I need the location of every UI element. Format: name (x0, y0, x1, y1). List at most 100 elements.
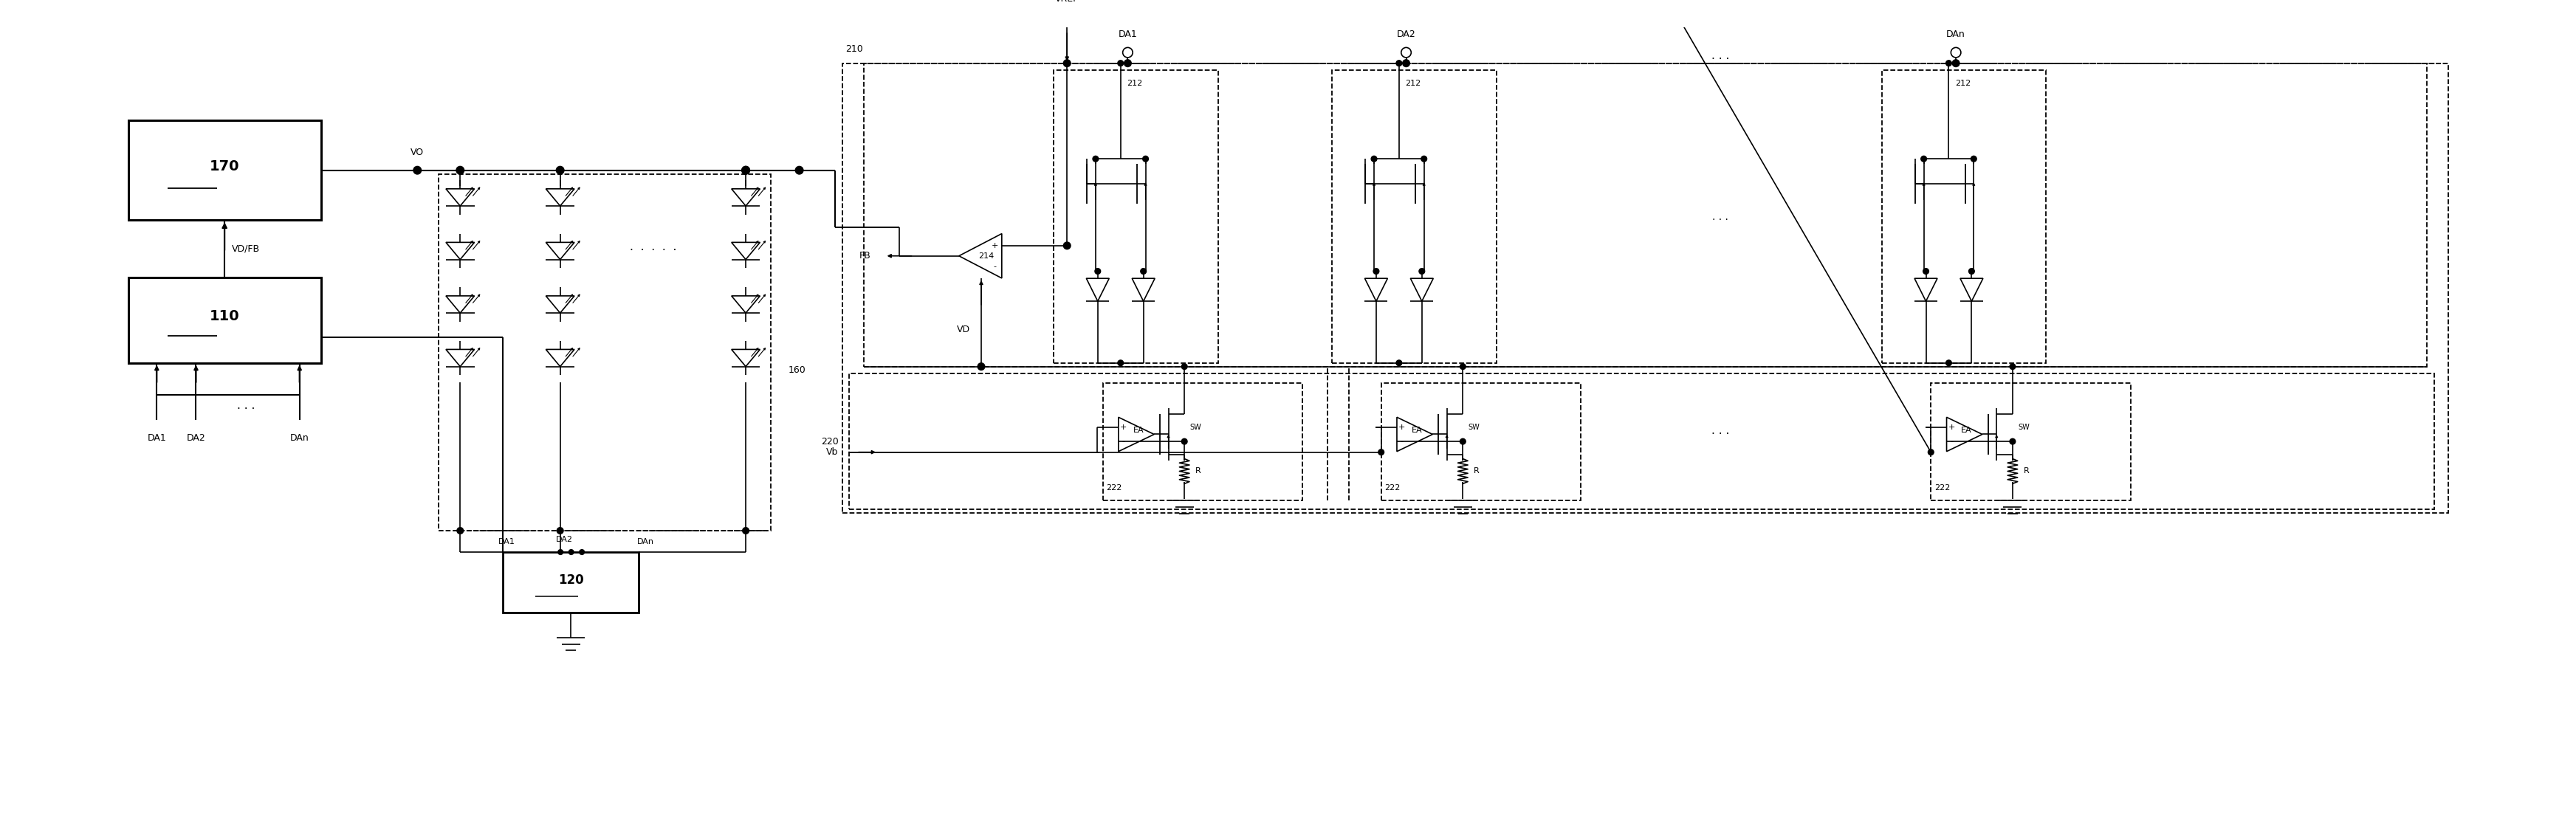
Circle shape (742, 166, 750, 174)
Circle shape (1370, 156, 1378, 162)
Circle shape (1092, 156, 1097, 162)
Text: · · ·: · · · (1710, 429, 1728, 440)
Circle shape (1123, 60, 1131, 67)
Bar (1381, 383, 1582, 500)
Circle shape (1396, 60, 1401, 66)
Circle shape (456, 166, 464, 174)
Circle shape (1396, 360, 1401, 366)
Text: VO: VO (410, 148, 425, 158)
Circle shape (1118, 360, 1123, 366)
Text: 222: 222 (1386, 485, 1401, 491)
Text: 210: 210 (845, 44, 863, 53)
Circle shape (1401, 60, 1409, 67)
Circle shape (1182, 364, 1188, 369)
Circle shape (556, 166, 564, 174)
Bar (863, 63, 2427, 366)
Circle shape (556, 527, 564, 534)
Text: DA1: DA1 (1118, 30, 1136, 39)
Text: FB: FB (858, 251, 871, 261)
Text: · · ·: · · · (1713, 215, 1728, 225)
Text: R: R (2022, 468, 2030, 475)
Text: VD/FB: VD/FB (232, 244, 260, 254)
Circle shape (1422, 156, 1427, 162)
Circle shape (1922, 156, 1927, 162)
Circle shape (1461, 364, 1466, 369)
Text: -: - (1123, 438, 1126, 445)
Circle shape (1971, 156, 1976, 162)
Circle shape (2009, 439, 2014, 445)
Text: -: - (1950, 438, 1953, 445)
Circle shape (412, 166, 422, 174)
Circle shape (979, 363, 984, 370)
Text: 214: 214 (979, 252, 994, 259)
Circle shape (1141, 269, 1146, 274)
Bar (1883, 70, 2045, 363)
Text: SW: SW (1190, 424, 1200, 431)
Bar (1103, 383, 1303, 500)
Text: 110: 110 (209, 309, 240, 324)
Circle shape (1419, 269, 1425, 274)
Text: 222: 222 (1935, 485, 1950, 491)
Circle shape (1095, 269, 1100, 274)
Text: DA1: DA1 (147, 433, 167, 443)
Text: 222: 222 (1105, 485, 1123, 491)
Circle shape (742, 527, 750, 534)
Text: R: R (1473, 468, 1479, 475)
Text: SW: SW (1468, 424, 1481, 431)
Text: DAn: DAn (636, 538, 654, 545)
Circle shape (1953, 60, 1960, 67)
Text: 212: 212 (1128, 79, 1144, 87)
Text: 212: 212 (1406, 79, 1422, 87)
Text: 170: 170 (209, 159, 240, 173)
Text: DA2: DA2 (1396, 30, 1417, 39)
Bar (1932, 383, 2130, 500)
Circle shape (1945, 360, 1953, 366)
Text: · · ·: · · · (237, 404, 255, 414)
Text: -: - (1401, 438, 1404, 445)
Circle shape (1945, 60, 1953, 66)
Bar (850, 374, 2434, 510)
Circle shape (1118, 60, 1123, 66)
Text: +: + (992, 242, 999, 249)
Text: 120: 120 (559, 574, 585, 587)
Text: 160: 160 (788, 365, 806, 375)
Text: · · ·: · · · (1710, 54, 1728, 65)
Bar (438, 173, 770, 530)
Circle shape (1927, 450, 1935, 455)
Text: SW: SW (2017, 424, 2030, 431)
Circle shape (569, 550, 574, 555)
Text: EA: EA (1412, 426, 1422, 434)
Circle shape (1461, 439, 1466, 445)
Text: -: - (994, 263, 997, 270)
Circle shape (1924, 269, 1929, 274)
Text: +: + (1947, 424, 1955, 431)
Bar (1054, 70, 1218, 363)
Text: 212: 212 (1955, 79, 1971, 87)
Circle shape (559, 550, 564, 555)
Bar (1332, 70, 1497, 363)
Circle shape (2009, 364, 2014, 369)
Text: DAn: DAn (291, 433, 309, 443)
Text: +: + (1121, 424, 1128, 431)
Bar (842, 63, 2450, 513)
Bar (129, 278, 322, 363)
Circle shape (1378, 450, 1383, 455)
Circle shape (1968, 269, 1973, 274)
Text: DA1: DA1 (497, 538, 515, 545)
Circle shape (456, 527, 464, 534)
Text: EA: EA (1133, 426, 1144, 434)
Text: 220: 220 (822, 437, 840, 446)
Text: EA: EA (1960, 426, 1973, 434)
Text: +: + (1399, 424, 1406, 431)
Circle shape (1373, 269, 1378, 274)
Text: R: R (1195, 468, 1200, 475)
Bar (129, 120, 322, 220)
Text: DA2: DA2 (185, 433, 206, 443)
Circle shape (1182, 439, 1188, 445)
Circle shape (1064, 60, 1072, 67)
Circle shape (1064, 242, 1072, 249)
Text: VREF: VREF (1056, 0, 1079, 4)
Text: ·  ·  ·  ·  ·: · · · · · (629, 245, 677, 256)
Bar (502, 552, 639, 613)
Text: DA2: DA2 (556, 535, 572, 543)
